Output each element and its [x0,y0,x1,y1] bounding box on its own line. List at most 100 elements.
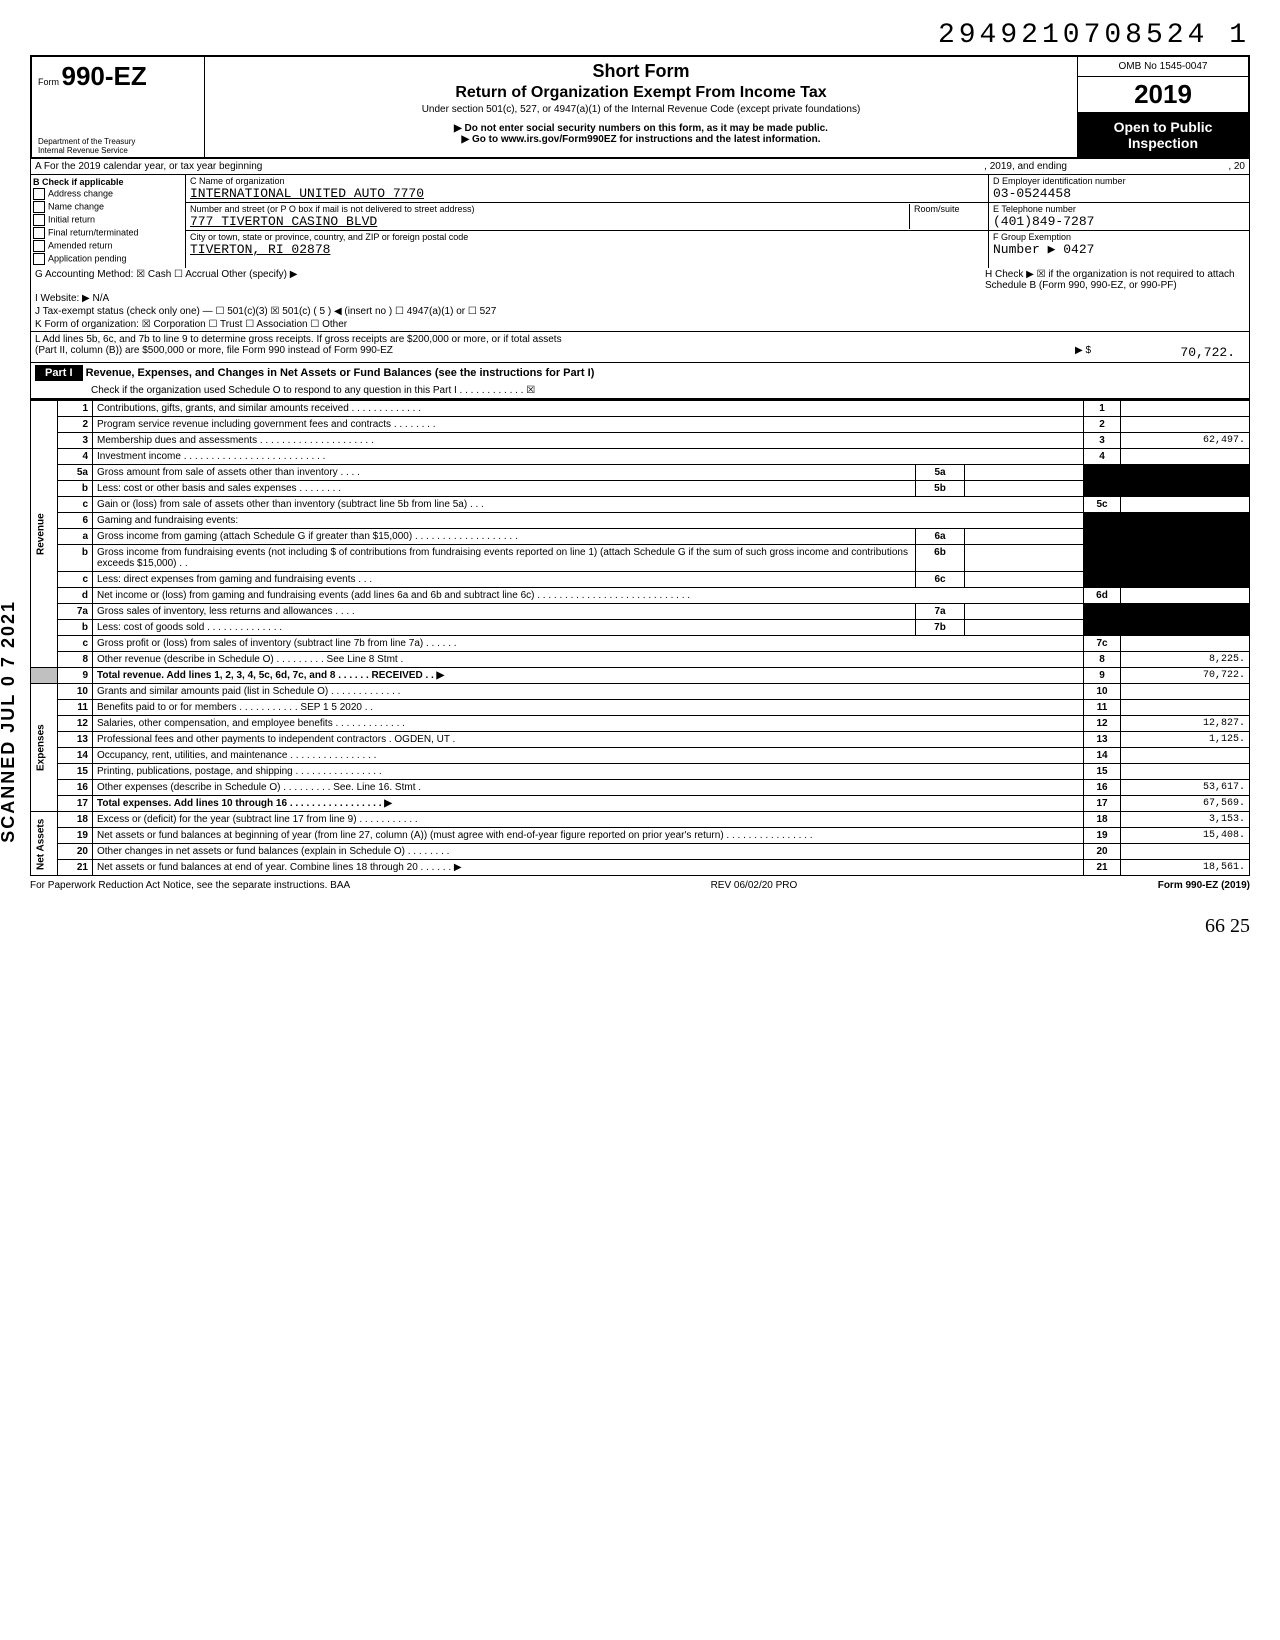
opt-amended: Amended return [48,240,113,250]
checkbox-name[interactable] [33,201,45,213]
rows-ghijkl: G Accounting Method: ☒ Cash ☐ Accrual Ot… [30,268,1250,363]
side-revenue: Revenue [31,401,58,668]
checkbox-amended[interactable] [33,240,45,252]
opt-address: Address change [48,188,113,198]
opt-final: Final return/terminated [48,227,139,237]
amt-18: 3,153. [1121,812,1250,828]
row-h: H Check ▶ ☒ if the organization is not r… [985,269,1245,291]
row-a-mid: , 2019, and ending [980,159,1071,174]
line-9: Total revenue. Add lines 1, 2, 3, 4, 5c,… [93,668,1084,684]
line-8: Other revenue (describe in Schedule O) .… [93,652,1084,668]
footer: For Paperwork Reduction Act Notice, see … [30,876,1250,895]
part1-header: Part I Revenue, Expenses, and Changes in… [30,363,1250,400]
line-15: Printing, publications, postage, and shi… [93,764,1084,780]
amt-3: 62,497. [1121,433,1250,449]
line-7c: Gross profit or (loss) from sales of inv… [93,636,1084,652]
ein-label: D Employer identification number [993,176,1126,186]
amt-12: 12,827. [1121,716,1250,732]
col-b: B Check if applicable Address change Nam… [31,175,186,268]
phone-label: E Telephone number [993,204,1076,214]
checkbox-address[interactable] [33,188,45,200]
amt-13: 1,125. [1121,732,1250,748]
form-prefix: Form [38,77,59,87]
amt-20 [1121,844,1250,860]
line-5a: Gross amount from sale of assets other t… [93,465,916,481]
line-11: Benefits paid to or for members . . . . … [93,700,1084,716]
dept-treasury: Department of the Treasury [38,137,135,146]
line-5b: Less: cost or other basis and sales expe… [93,481,916,497]
amt-7c [1121,636,1250,652]
goto-link: ▶ Go to www.irs.gov/Form990EZ for instru… [211,134,1071,145]
amt-15 [1121,764,1250,780]
l-amount: 70,722. [1095,345,1245,360]
row-a-end: , 20 [1071,159,1249,174]
line-6c: Less: direct expenses from gaming and fu… [93,572,916,588]
line-6a: Gross income from gaming (attach Schedul… [93,529,916,545]
name-label: C Name of organization [190,176,285,186]
org-name: INTERNATIONAL UNITED AUTO 7770 [190,186,424,201]
sub-5b: 5b [916,481,965,497]
col-c: C Name of organization INTERNATIONAL UNI… [186,175,989,268]
line-13: Professional fees and other payments to … [93,732,1084,748]
amt-17: 67,569. [1121,796,1250,812]
line-4: Investment income . . . . . . . . . . . … [93,449,1084,465]
col-def: D Employer identification number 03-0524… [989,175,1249,268]
sub-7a: 7a [916,604,965,620]
lines-table: Revenue 1Contributions, gifts, grants, a… [30,400,1250,876]
row-a-begin: A For the 2019 calendar year, or tax yea… [31,159,980,174]
footer-right: Form 990-EZ (2019) [1158,880,1250,891]
line-3: Membership dues and assessments . . . . … [93,433,1084,449]
return-subtitle: Return of Organization Exempt From Incom… [211,84,1071,102]
sub-5a: 5a [916,465,965,481]
line-10: Grants and similar amounts paid (list in… [93,684,1084,700]
amt-16: 53,617. [1121,780,1250,796]
line-14: Occupancy, rent, utilities, and maintena… [93,748,1084,764]
amt-4 [1121,449,1250,465]
amt-11 [1121,700,1250,716]
sub-6b: 6b [916,545,965,572]
line-16: Other expenses (describe in Schedule O) … [93,780,1084,796]
line-2: Program service revenue including govern… [93,417,1084,433]
row-g: G Accounting Method: ☒ Cash ☐ Accrual Ot… [35,269,985,291]
checkbox-pending[interactable] [33,253,45,265]
irs-label: Internal Revenue Service [38,146,135,155]
amt-6d [1121,588,1250,604]
checkbox-final[interactable] [33,227,45,239]
room-label: Room/suite [909,204,984,229]
line-19: Net assets or fund balances at beginning… [93,828,1084,844]
line-5c: Gain or (loss) from sale of assets other… [93,497,1084,513]
line-7b: Less: cost of goods sold . . . . . . . .… [93,620,916,636]
line-12: Salaries, other compensation, and employ… [93,716,1084,732]
row-j: J Tax-exempt status (check only one) — ☐… [35,306,985,317]
row-a: A For the 2019 calendar year, or tax yea… [30,159,1250,175]
amt-1 [1121,401,1250,417]
line-6: Gaming and fundraising events: [93,513,1084,529]
col-b-title: B Check if applicable [33,177,183,187]
amt-5c [1121,497,1250,513]
side-netassets: Net Assets [31,812,58,876]
line-21: Net assets or fund balances at end of ye… [93,860,1084,876]
part1-title: Revenue, Expenses, and Changes in Net As… [86,367,595,379]
row-l1: L Add lines 5b, 6c, and 7b to line 9 to … [35,334,1245,345]
sub-6c: 6c [916,572,965,588]
amt-14 [1121,748,1250,764]
sub-7b: 7b [916,620,965,636]
opt-initial: Initial return [48,214,95,224]
form-number: 990-EZ [62,61,147,91]
amt-10 [1121,684,1250,700]
short-form-title: Short Form [211,61,1071,82]
section-bcd: B Check if applicable Address change Nam… [30,175,1250,268]
line-1: Contributions, gifts, grants, and simila… [93,401,1084,417]
group-value: Number ▶ 0427 [993,242,1094,257]
checkbox-initial[interactable] [33,214,45,226]
amt-9: 70,722. [1121,668,1250,684]
open-public: Open to Public Inspection [1078,113,1248,157]
part1-bar: Part I [35,365,83,381]
under-section: Under section 501(c), 527, or 4947(a)(1)… [211,104,1071,115]
line-6b: Gross income from fundraising events (no… [93,545,916,572]
side-expenses: Expenses [31,684,58,812]
phone-value: (401)849-7287 [993,214,1094,229]
line-20: Other changes in net assets or fund bala… [93,844,1084,860]
handwritten: 66 25 [30,915,1250,938]
sub-6a: 6a [916,529,965,545]
